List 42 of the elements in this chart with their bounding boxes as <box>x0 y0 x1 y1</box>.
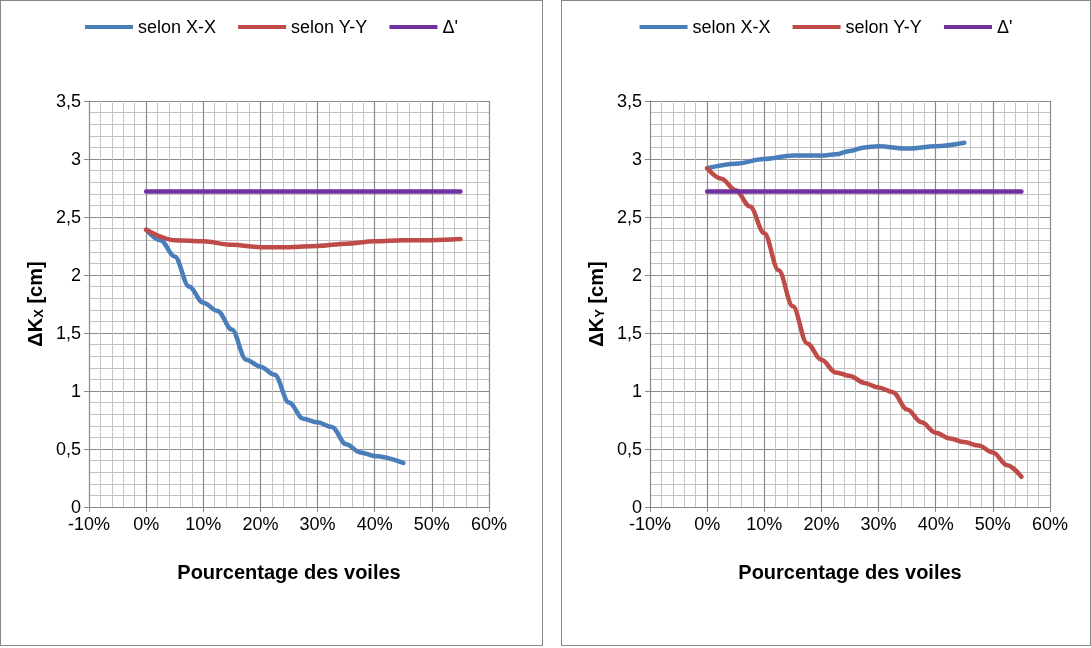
y-tick-label: 0 <box>70 497 81 517</box>
y-tick-label: 3,5 <box>55 91 81 111</box>
x-tick-label: 20% <box>242 514 279 534</box>
x-tick-label: 60% <box>470 514 508 534</box>
line-series <box>143 227 463 250</box>
x-tick-label: -10% <box>67 514 111 534</box>
x-axis-title: Pourcentage des voiles <box>738 561 962 583</box>
y-tick-label: 3 <box>631 149 642 169</box>
x-tick-label: 40% <box>917 514 954 534</box>
x-axis-title: Pourcentage des voiles <box>177 561 401 583</box>
y-tick-label: 1 <box>70 381 81 401</box>
x-tick-label: 50% <box>974 514 1011 534</box>
x-tick-label: 50% <box>413 514 450 534</box>
legend-label: Δ' <box>996 17 1013 37</box>
y-tick-label: 0,5 <box>616 439 642 459</box>
x-tick-label: 0% <box>133 514 160 534</box>
y-tick-label: 3 <box>70 149 81 169</box>
legend-label: selon X-X <box>692 17 771 37</box>
y-tick-label: 0,5 <box>55 439 81 459</box>
legend-label: selon Y-Y <box>845 17 922 37</box>
x-tick-label: 10% <box>746 514 783 534</box>
x-tick-label: 40% <box>356 514 393 534</box>
x-tick-label: 30% <box>299 514 336 534</box>
legend-label: Δ' <box>442 17 458 37</box>
y-tick-label: 1,5 <box>616 323 642 343</box>
y-tick-label: 0 <box>631 497 642 517</box>
x-tick-label: 60% <box>1031 514 1069 534</box>
x-tick-label: 30% <box>860 514 897 534</box>
x-tick-label: 20% <box>803 514 840 534</box>
x-tick-label: 10% <box>185 514 222 534</box>
y-tick-label: 1,5 <box>55 323 81 343</box>
legend-label: selon X-X <box>138 17 217 37</box>
y-tick-label: 2,5 <box>616 207 642 227</box>
legend-label: selon Y-Y <box>291 17 368 37</box>
line-series <box>704 166 1024 480</box>
x-tick-label: -10% <box>628 514 672 534</box>
y-tick-label: 1 <box>631 381 642 401</box>
y-tick-label: 3,5 <box>616 91 642 111</box>
y-tick-label: 2 <box>631 265 642 285</box>
y-tick-label: 2 <box>70 265 81 285</box>
y-tick-label: 2,5 <box>55 207 81 227</box>
x-tick-label: 0% <box>694 514 721 534</box>
